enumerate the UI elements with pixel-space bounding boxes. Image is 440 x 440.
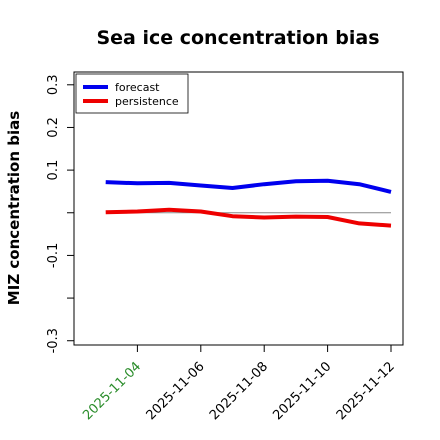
- legend-box: [75, 73, 189, 114]
- series-line-persistence: [105, 207, 392, 228]
- plot-frame: [73, 71, 404, 346]
- chart-title: Sea ice concentration bias: [96, 27, 379, 49]
- series-line-forecast: [105, 178, 392, 194]
- x-tick-label: 2025-11-06: [144, 359, 208, 423]
- y-tick-label: 0.2: [46, 117, 61, 138]
- y-tick-label: -0.1: [46, 243, 61, 268]
- y-axis-label: MIZ concentration bias: [5, 111, 23, 305]
- legend-label-persistence: persistence: [115, 95, 179, 108]
- x-tick-label: 2025-11-12: [334, 359, 398, 423]
- y-tick-label: 0.1: [46, 160, 61, 181]
- legend-label-forecast: forecast: [115, 81, 160, 94]
- x-tick-label: 2025-11-04: [80, 359, 144, 423]
- y-tick-label: 0.3: [46, 74, 61, 95]
- x-tick-label: 2025-11-10: [270, 359, 334, 423]
- y-tick-label: -0.3: [46, 328, 61, 353]
- x-tick-label: 2025-11-08: [207, 359, 271, 423]
